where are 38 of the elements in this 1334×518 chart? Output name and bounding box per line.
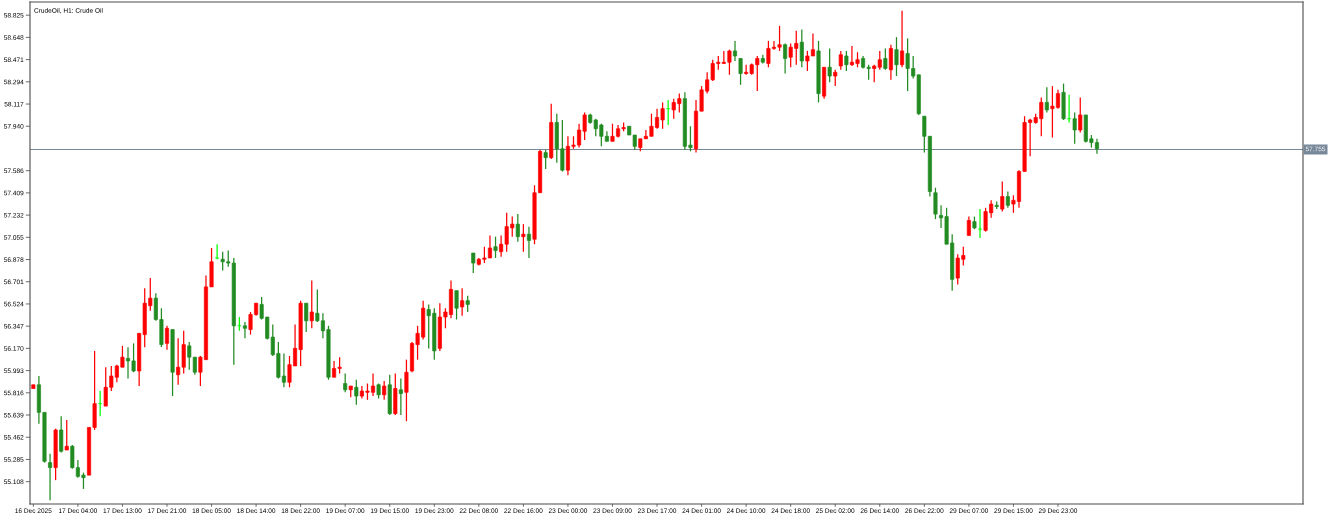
- candlestick: [1000, 180, 1005, 213]
- candlestick: [304, 302, 309, 333]
- candlestick: [933, 187, 938, 220]
- candlestick: [64, 419, 69, 451]
- candlestick: [738, 57, 743, 86]
- candlestick: [543, 149, 548, 170]
- candlestick: [799, 28, 804, 68]
- candlestick: [883, 47, 888, 71]
- candlestick: [894, 36, 899, 77]
- candlestick: [493, 236, 498, 259]
- candlestick: [1072, 111, 1077, 145]
- candlestick: [471, 252, 476, 274]
- candlestick: [900, 10, 905, 68]
- candlestick: [59, 415, 64, 454]
- candlestick: [888, 44, 893, 81]
- candlestick: [783, 42, 788, 75]
- candlestick: [404, 359, 409, 422]
- candlestick: [354, 379, 359, 406]
- candlestick: [309, 279, 314, 329]
- candlestick: [966, 215, 971, 237]
- candlestick: [215, 243, 220, 260]
- candlestick: [838, 50, 843, 71]
- candlestick: [827, 47, 832, 83]
- candlestick: [844, 50, 849, 72]
- candlestick: [48, 453, 53, 501]
- candlestick: [164, 325, 170, 351]
- candlestick: [382, 380, 387, 401]
- candlestick: [521, 223, 526, 253]
- candlestick: [398, 377, 403, 416]
- candlestick: [526, 226, 531, 259]
- candlestick: [1078, 96, 1083, 134]
- candlestick: [343, 372, 348, 393]
- candlestick: [454, 290, 459, 321]
- candlestick: [1044, 86, 1049, 114]
- candlestick: [242, 321, 247, 339]
- candlestick: [515, 213, 520, 243]
- candlestick: [460, 287, 465, 317]
- candlestick: [732, 40, 738, 62]
